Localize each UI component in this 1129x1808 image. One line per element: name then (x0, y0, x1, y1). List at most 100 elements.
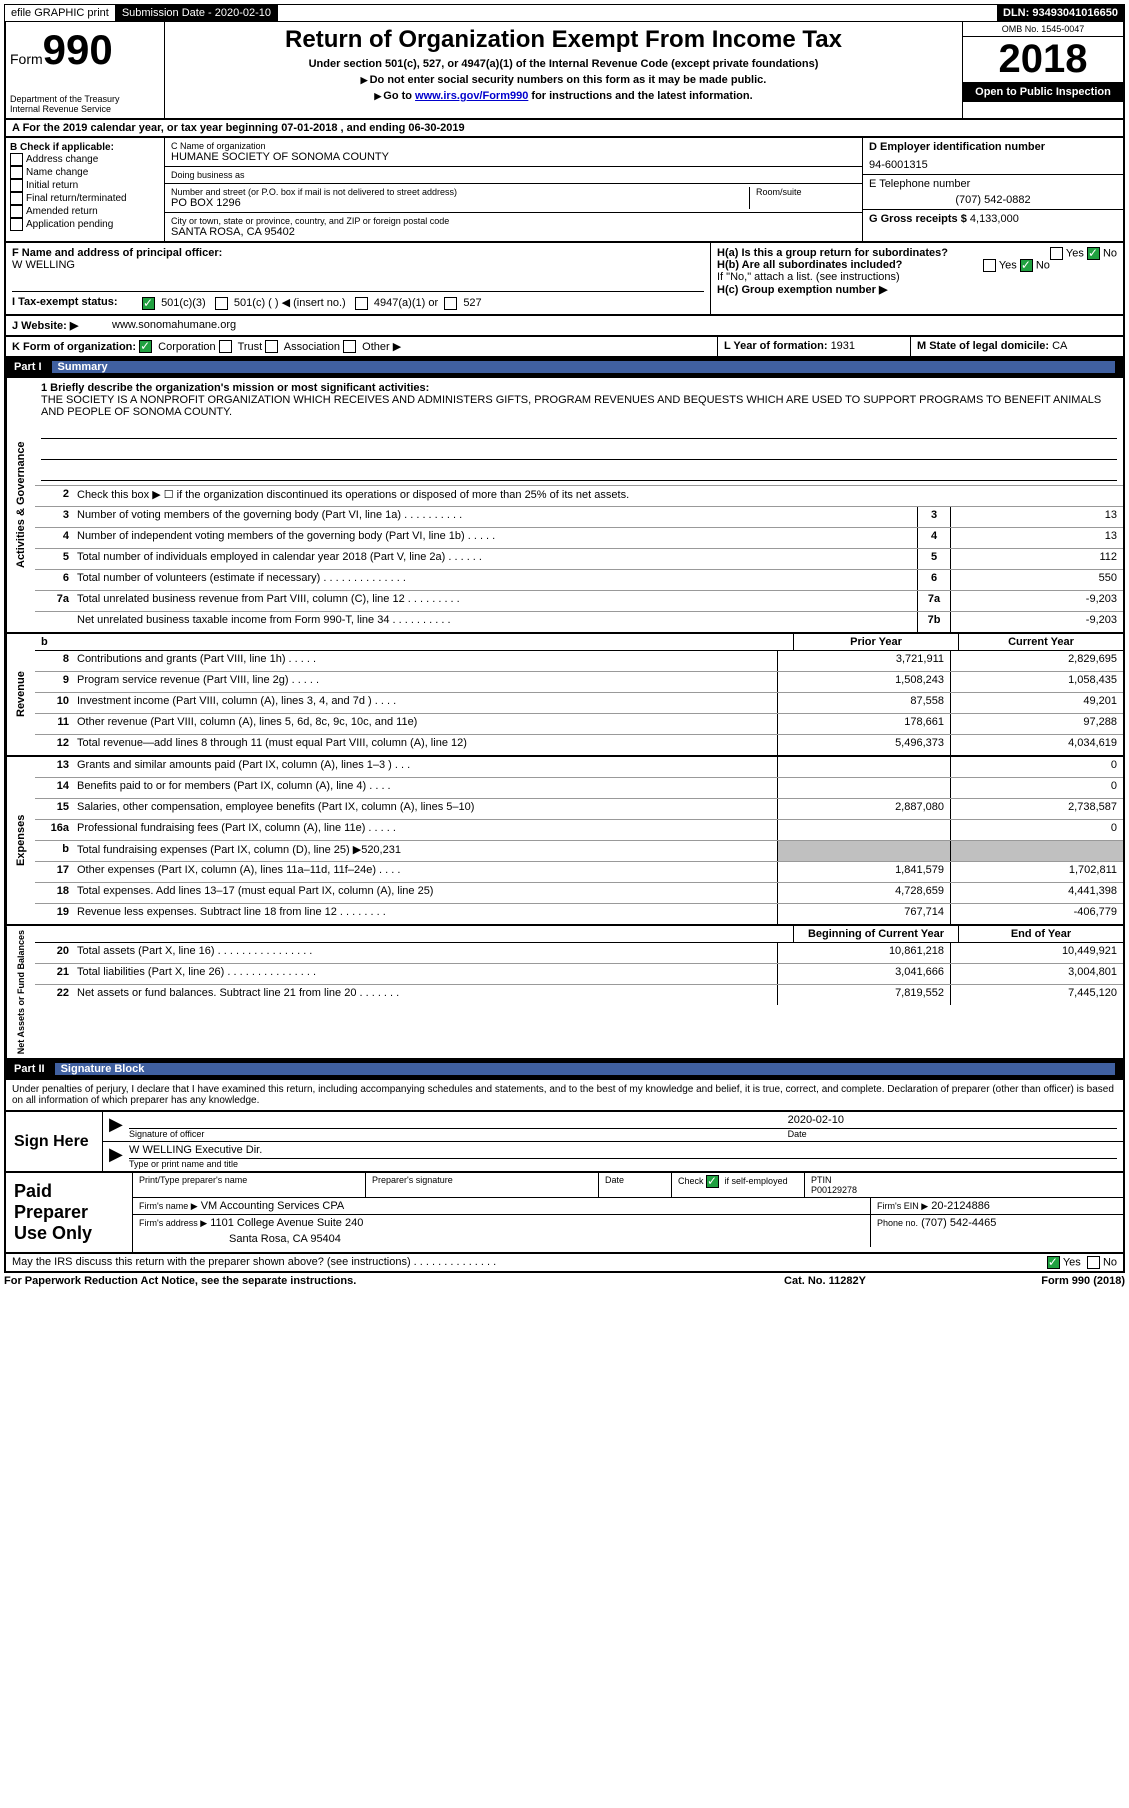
part-2-header: Part II Signature Block (4, 1060, 1125, 1080)
col-begin-year: Beginning of Current Year (793, 926, 958, 942)
efile-label: efile GRAPHIC print (5, 5, 116, 21)
table-row: 5Total number of individuals employed in… (35, 549, 1123, 570)
table-row: 3Number of voting members of the governi… (35, 507, 1123, 528)
hb-row: H(b) Are all subordinates included? Yes … (717, 259, 1117, 271)
ptin-cell: PTIN P00129278 (805, 1173, 1123, 1197)
dln: DLN: 93493041016650 (997, 5, 1124, 21)
line-2: Check this box ▶ ☐ if the organization d… (73, 486, 1123, 506)
table-row: 18Total expenses. Add lines 13–17 (must … (35, 883, 1123, 904)
open-public-badge: Open to Public Inspection (963, 82, 1123, 102)
side-expenses: Expenses (6, 757, 35, 924)
ein-label: D Employer identification number (869, 141, 1117, 153)
cb-self-employed[interactable] (706, 1175, 719, 1188)
col-current-year: Current Year (958, 634, 1123, 650)
box-c-org: C Name of organization HUMANE SOCIETY OF… (165, 138, 862, 241)
side-governance: Activities & Governance (6, 378, 35, 632)
omb-number: OMB No. 1545-0047 (963, 22, 1123, 37)
table-row: Net unrelated business taxable income fr… (35, 612, 1123, 632)
dept-irs: Internal Revenue Service (10, 104, 160, 114)
part-1-header: Part I Summary (4, 358, 1125, 378)
firm-addr2: Santa Rosa, CA 95404 (229, 1233, 864, 1245)
netassets-section: Net Assets or Fund Balances Beginning of… (4, 926, 1125, 1060)
top-bar: efile GRAPHIC print Submission Date - 20… (4, 4, 1125, 22)
discuss-row: May the IRS discuss this return with the… (4, 1254, 1125, 1273)
side-revenue: Revenue (6, 634, 35, 755)
sig-date-label: Date (788, 1129, 1117, 1139)
sign-here-label: Sign Here (6, 1112, 102, 1171)
sig-name: W WELLING Executive Dir. (129, 1144, 1117, 1159)
cb-discuss-no[interactable] (1087, 1256, 1100, 1269)
sign-here-block: Sign Here ▶ Signature of officer 2020-02… (4, 1112, 1125, 1173)
cb-assoc[interactable] (265, 340, 278, 353)
sig-officer-label: Signature of officer (129, 1129, 788, 1139)
cb-ha-yes[interactable] (1050, 247, 1063, 260)
phone-label: E Telephone number (869, 178, 1117, 190)
cb-hb-yes[interactable] (983, 259, 996, 272)
cb-initial-return[interactable] (10, 179, 23, 192)
box-de: D Employer identification number 94-6001… (862, 138, 1123, 241)
cb-name-change[interactable] (10, 166, 23, 179)
page-footer: For Paperwork Reduction Act Notice, see … (4, 1273, 1125, 1289)
prep-sig-label: Preparer's signature (366, 1173, 599, 1197)
table-row: 19Revenue less expenses. Subtract line 1… (35, 904, 1123, 924)
room-label: Room/suite (750, 187, 856, 209)
cb-trust[interactable] (219, 340, 232, 353)
section-identity: B Check if applicable: Address change Na… (4, 138, 1125, 243)
paid-preparer-label: Paid Preparer Use Only (6, 1173, 132, 1252)
firm-ein: 20-2124886 (931, 1200, 990, 1212)
table-row: 7aTotal unrelated business revenue from … (35, 591, 1123, 612)
row-a-period: A For the 2019 calendar year, or tax yea… (4, 120, 1125, 138)
hc-row: H(c) Group exemption number ▶ (717, 283, 1117, 296)
form990-link[interactable]: www.irs.gov/Form990 (415, 90, 528, 102)
firm-name: VM Accounting Services CPA (201, 1200, 344, 1212)
cb-final-return[interactable] (10, 192, 23, 205)
state-domicile: CA (1052, 340, 1067, 352)
form-header: Form990 Department of the Treasury Inter… (4, 22, 1125, 120)
section-fh: F Name and address of principal officer:… (4, 243, 1125, 316)
tax-year: 2018 (963, 37, 1123, 82)
addr-value: PO BOX 1296 (171, 197, 743, 209)
cb-hb-no[interactable] (1020, 259, 1033, 272)
form-org-label: K Form of organization: (12, 341, 136, 353)
table-row: 13Grants and similar amounts paid (Part … (35, 757, 1123, 778)
cb-ha-no[interactable] (1087, 247, 1100, 260)
sig-arrow-icon: ▶ (109, 1114, 129, 1139)
table-row: 21Total liabilities (Part X, line 26) . … (35, 964, 1123, 985)
cb-501c3[interactable] (142, 297, 155, 310)
officer-label: F Name and address of principal officer: (12, 247, 704, 259)
sig-arrow-icon-2: ▶ (109, 1144, 129, 1169)
cb-amended[interactable] (10, 205, 23, 218)
tax-exempt-label: I Tax-exempt status: (12, 296, 142, 310)
gross-value: 4,133,000 (970, 213, 1019, 225)
prep-selfemp: Check if self-employed (672, 1173, 805, 1197)
table-row: 10Investment income (Part VIII, column (… (35, 693, 1123, 714)
ha-row: H(a) Is this a group return for subordin… (717, 247, 1117, 259)
table-row: 9Program service revenue (Part VIII, lin… (35, 672, 1123, 693)
cb-address-change[interactable] (10, 153, 23, 166)
table-row: 4Number of independent voting members of… (35, 528, 1123, 549)
addr-label: Number and street (or P.O. box if mail i… (171, 187, 743, 197)
firm-phone: (707) 542-4465 (921, 1217, 996, 1229)
mission-block: 1 Briefly describe the organization's mi… (35, 378, 1123, 486)
table-row: 6Total number of volunteers (estimate if… (35, 570, 1123, 591)
expenses-section: Expenses 13Grants and similar amounts pa… (4, 757, 1125, 926)
cb-501c[interactable] (215, 297, 228, 310)
table-row: 8Contributions and grants (Part VIII, li… (35, 651, 1123, 672)
subtitle-3: Go to www.irs.gov/Form990 for instructio… (169, 90, 958, 102)
prep-name-label: Print/Type preparer's name (133, 1173, 366, 1197)
cb-527[interactable] (444, 297, 457, 310)
cb-app-pending[interactable] (10, 218, 23, 231)
cb-other[interactable] (343, 340, 356, 353)
row-j-website: J Website: ▶ www.sonomahumane.org (4, 316, 1125, 337)
footer-right: Form 990 (2018) (925, 1275, 1125, 1287)
ptin-value: P00129278 (811, 1185, 1117, 1195)
firm-addr1: 1101 College Avenue Suite 240 (210, 1217, 363, 1229)
revenue-section: Revenue b Prior Year Current Year 8Contr… (4, 634, 1125, 757)
cb-corp[interactable] (139, 340, 152, 353)
cb-discuss-yes[interactable] (1047, 1256, 1060, 1269)
cb-4947[interactable] (355, 297, 368, 310)
mission-text: THE SOCIETY IS A NONPROFIT ORGANIZATION … (41, 394, 1117, 418)
side-netassets: Net Assets or Fund Balances (6, 926, 35, 1058)
submission-date: Submission Date - 2020-02-10 (116, 5, 278, 21)
table-row: 12Total revenue—add lines 8 through 11 (… (35, 735, 1123, 755)
